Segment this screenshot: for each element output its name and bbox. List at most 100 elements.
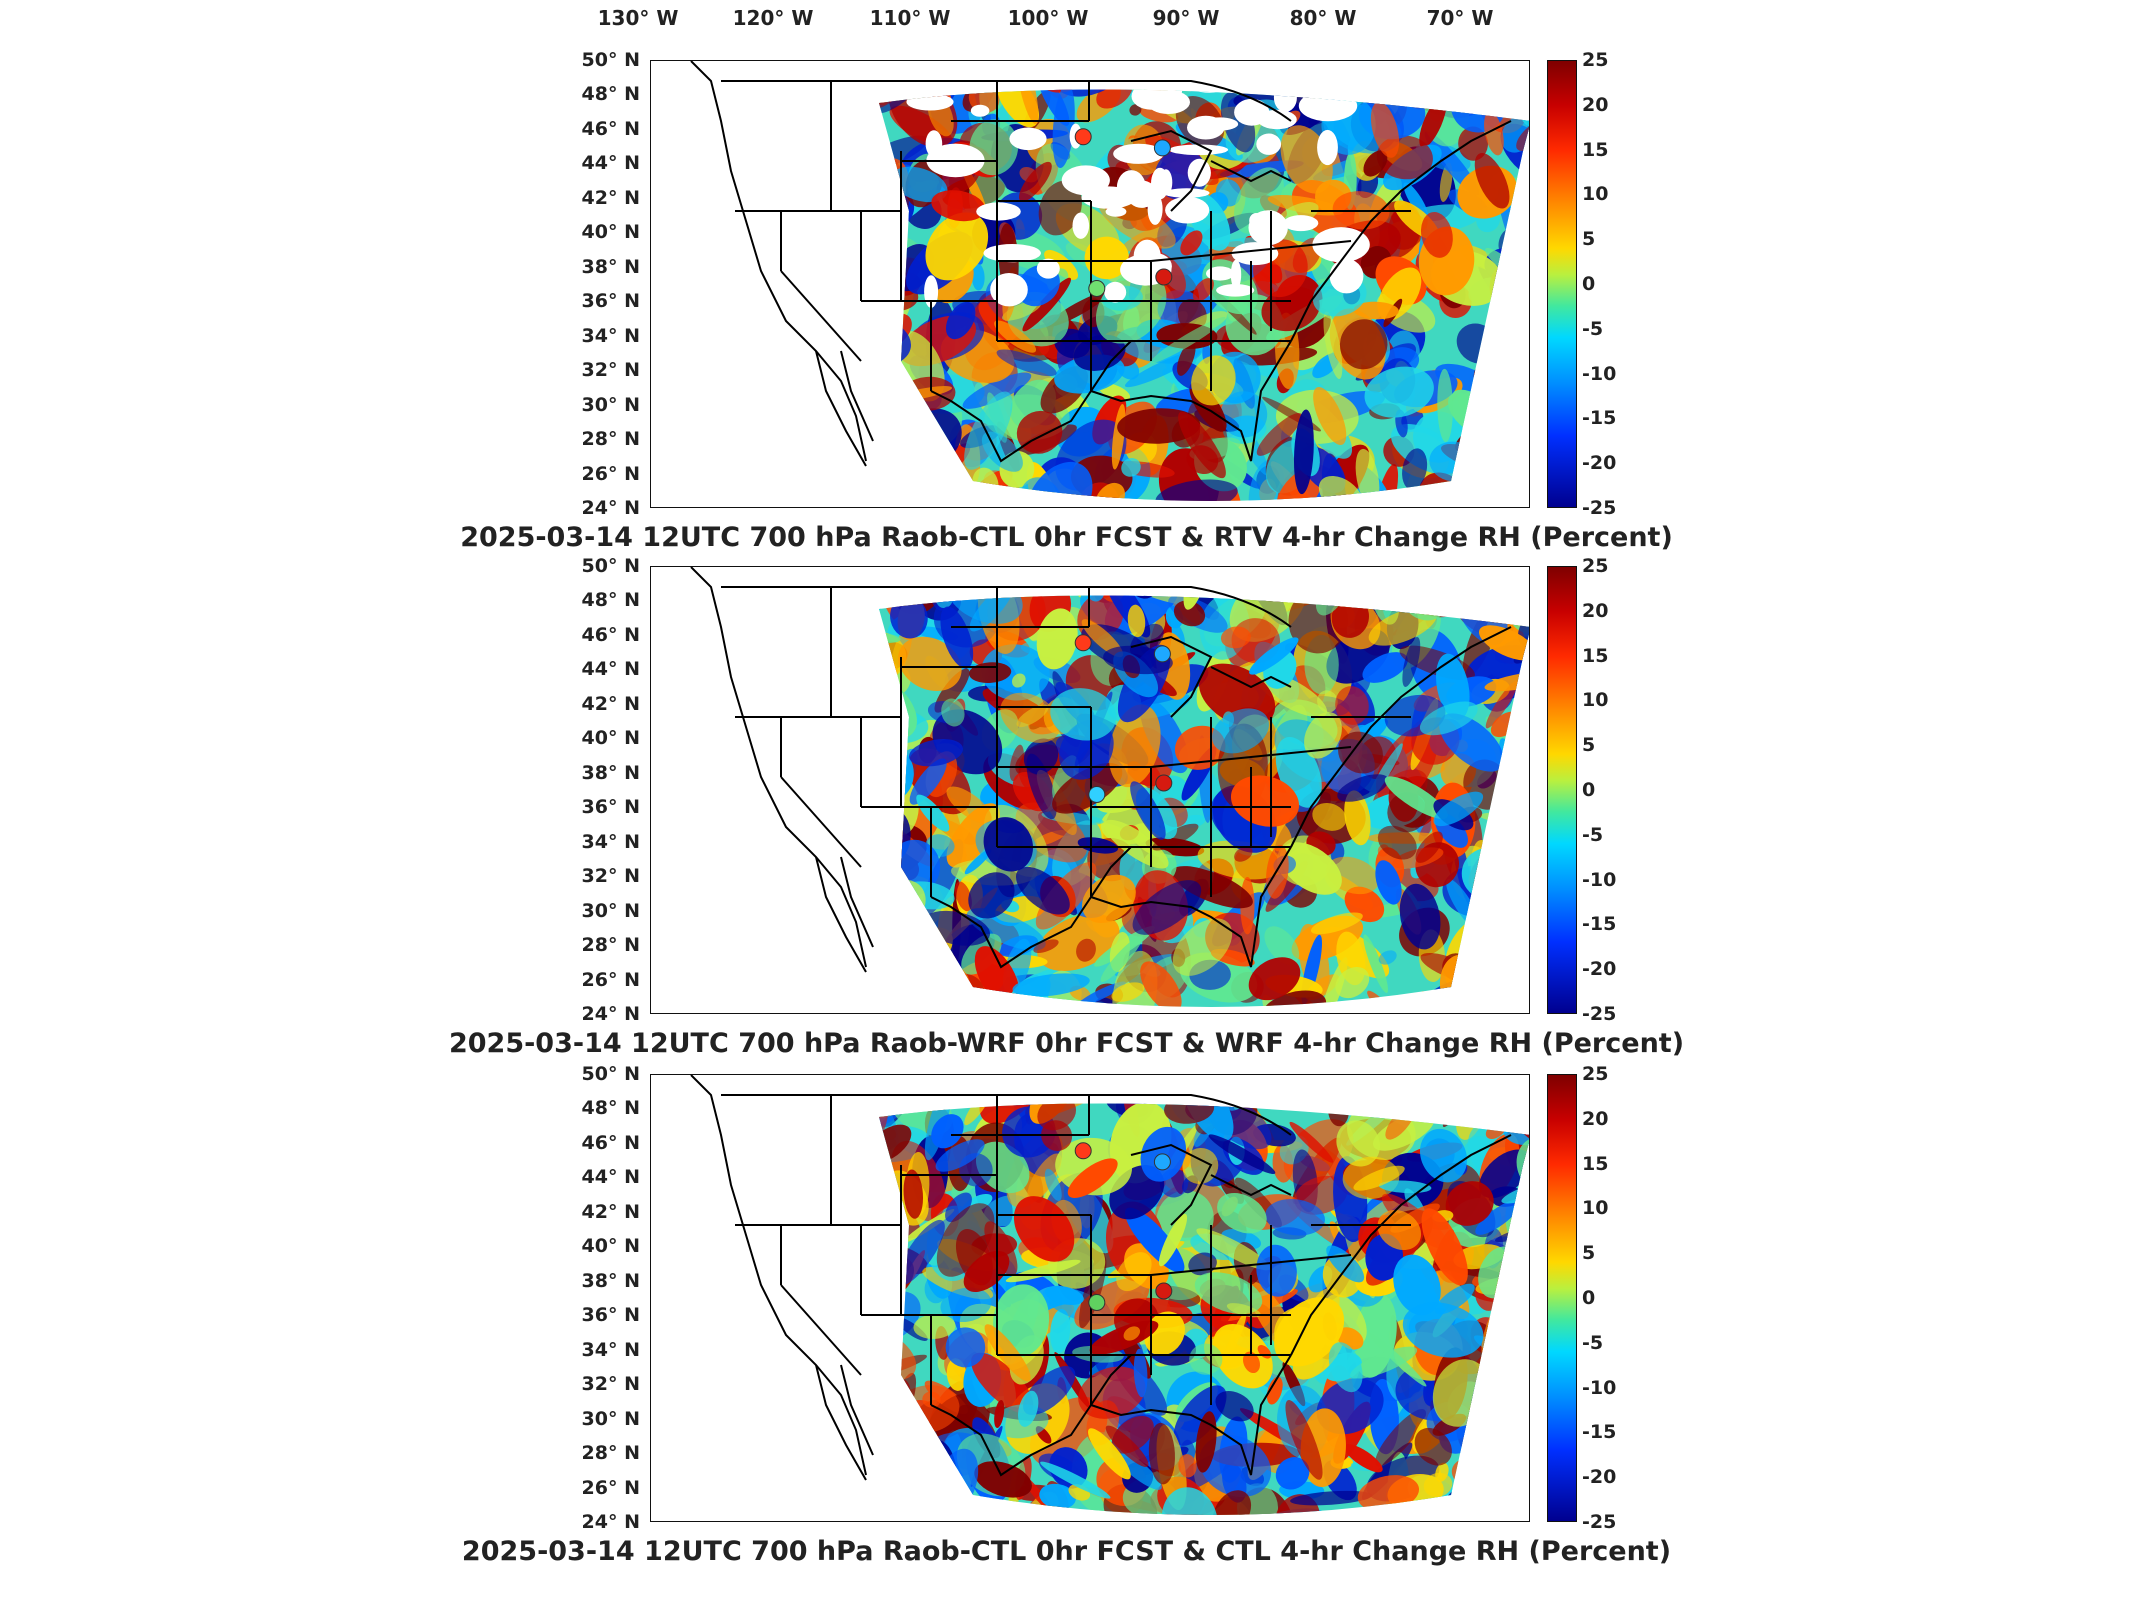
colorbar-tick-label: 20 [1582,599,1609,622]
latitude-label: 26° N [581,1476,640,1499]
colorbar-tick-label: -15 [1582,913,1617,936]
map-svg [690,567,1529,1008]
latitude-label: 30° N [581,899,640,922]
colorbar-tick-label: -15 [1582,1421,1617,1444]
colorbar-tick-label: 25 [1582,1063,1609,1085]
colorbar-tick-label: 10 [1582,183,1609,206]
colorbar-tick-label: 5 [1582,1242,1596,1265]
latitude-label: 46° N [581,623,640,646]
latitude-label: 40° N [581,727,640,750]
map-svg [690,1075,1529,1516]
colorbar-tick-label: 0 [1582,273,1596,295]
colorbar-tick-label: -5 [1582,823,1604,846]
latitude-label: 26° N [581,462,640,485]
state-boundaries [690,567,1512,973]
colorbar-ticks: 25 20 15 10 5 0 -5 -10 -15 -20 -25 [1582,49,1642,519]
state-boundaries [690,1075,1512,1481]
rh-change-field [879,1103,1529,1516]
colorbar-tick-label: 5 [1582,228,1596,251]
latitude-label: 32° N [581,359,640,382]
colorbar-tick-label: -25 [1582,1003,1617,1025]
latitude-label: 36° N [581,290,640,313]
colorbar [1547,566,1577,1014]
raob-station-marker [1155,1282,1173,1300]
latitude-label: 36° N [581,1304,640,1327]
colorbar [1547,1074,1577,1522]
longitude-label: 120° W [732,6,814,30]
latitude-label: 34° N [581,1338,640,1361]
raob-station-marker [1088,786,1106,803]
colorbar-ticks: 25 20 15 10 5 0 -5 -10 -15 -20 -25 [1582,555,1642,1025]
latitude-label: 28° N [581,428,640,451]
longitude-label: 130° W [597,6,679,30]
map-caption: 2025-03-14 12UTC 700 hPa Raob-CTL 0hr FC… [460,522,1673,553]
colorbar-tick-label: -25 [1582,497,1617,519]
colorbar-tick-label: 0 [1582,1287,1596,1309]
colorbar-tick-label: -10 [1582,1376,1617,1399]
latitude-label: 46° N [581,117,640,140]
raob-station-marker [1074,1142,1092,1160]
colorbar-tick-label: 5 [1582,734,1596,757]
latitude-label: 30° N [581,393,640,416]
colorbar-tick-label: 20 [1582,1107,1609,1130]
colorbar-tick-label: 15 [1582,138,1609,161]
latitude-label: 42° N [581,692,640,715]
map-caption: 2025-03-14 12UTC 700 hPa Raob-WRF 0hr FC… [448,1028,1685,1059]
longitude-label: 70° W [1426,6,1494,30]
raob-station-marker [1153,1153,1171,1171]
raob-station-marker [1074,128,1092,146]
latitude-label: 42° N [581,1200,640,1223]
map-area [650,1074,1530,1522]
raob-station-marker [1153,139,1171,157]
map-area [650,60,1530,508]
map-caption: 2025-03-14 12UTC 700 hPa Raob-CTL 0hr FC… [461,1536,1672,1567]
longitude-label: 100° W [1007,6,1089,30]
colorbar-tick-label: 0 [1582,779,1596,801]
latitude-label: 40° N [581,1235,640,1258]
latitude-label: 38° N [581,1269,640,1292]
latitude-label: 26° N [581,968,640,991]
latitude-label: 28° N [581,1442,640,1465]
longitude-label: 80° W [1289,6,1357,30]
latitude-label: 44° N [581,658,640,681]
map-svg [690,61,1529,502]
raob-station-marker [1155,268,1173,286]
latitude-label: 36° N [581,796,640,819]
latitude-label: 24° N [581,1003,640,1025]
latitude-label: 38° N [581,255,640,278]
latitude-label: 32° N [581,1373,640,1396]
raob-station-marker [1088,280,1106,297]
raob-station-marker [1088,1294,1106,1311]
colorbar-tick-label: -20 [1582,958,1617,981]
colorbar-tick-label: -20 [1582,1466,1617,1489]
colorbar-ticks: 25 20 15 10 5 0 -5 -10 -15 -20 -25 [1582,1063,1642,1533]
latitude-label: 50° N [581,555,640,577]
latitude-label: 44° N [581,152,640,175]
latitude-label: 34° N [581,830,640,853]
longitude-label: 90° W [1152,6,1220,30]
colorbar-tick-label: -10 [1582,362,1617,385]
longitude-axis: 130° W 120° W 110° W 100° W 90° W 80° W 70° W [0,0,2133,40]
latitude-label: 44° N [581,1166,640,1189]
latitude-label: 28° N [581,934,640,957]
latitude-label: 48° N [581,1097,640,1120]
colorbar-tick-label: -5 [1582,1331,1604,1354]
colorbar-tick-label: -5 [1582,317,1604,340]
latitude-label: 34° N [581,324,640,347]
colorbar-tick-label: 10 [1582,689,1609,712]
colorbar-tick-label: 25 [1582,49,1609,71]
raob-station-marker [1155,774,1173,792]
colorbar-tick-label: -15 [1582,407,1617,430]
longitude-label: 110° W [869,6,951,30]
colorbar-tick-label: -25 [1582,1511,1617,1533]
latitude-label: 42° N [581,186,640,209]
latitude-label: 38° N [581,761,640,784]
latitude-label: 32° N [581,865,640,888]
latitude-label: 48° N [581,589,640,612]
latitude-label: 50° N [581,49,640,71]
latitude-label: 46° N [581,1131,640,1154]
state-boundaries [690,61,1512,467]
colorbar-tick-label: 15 [1582,644,1609,667]
map-area [650,566,1530,1014]
latitude-label: 30° N [581,1407,640,1430]
